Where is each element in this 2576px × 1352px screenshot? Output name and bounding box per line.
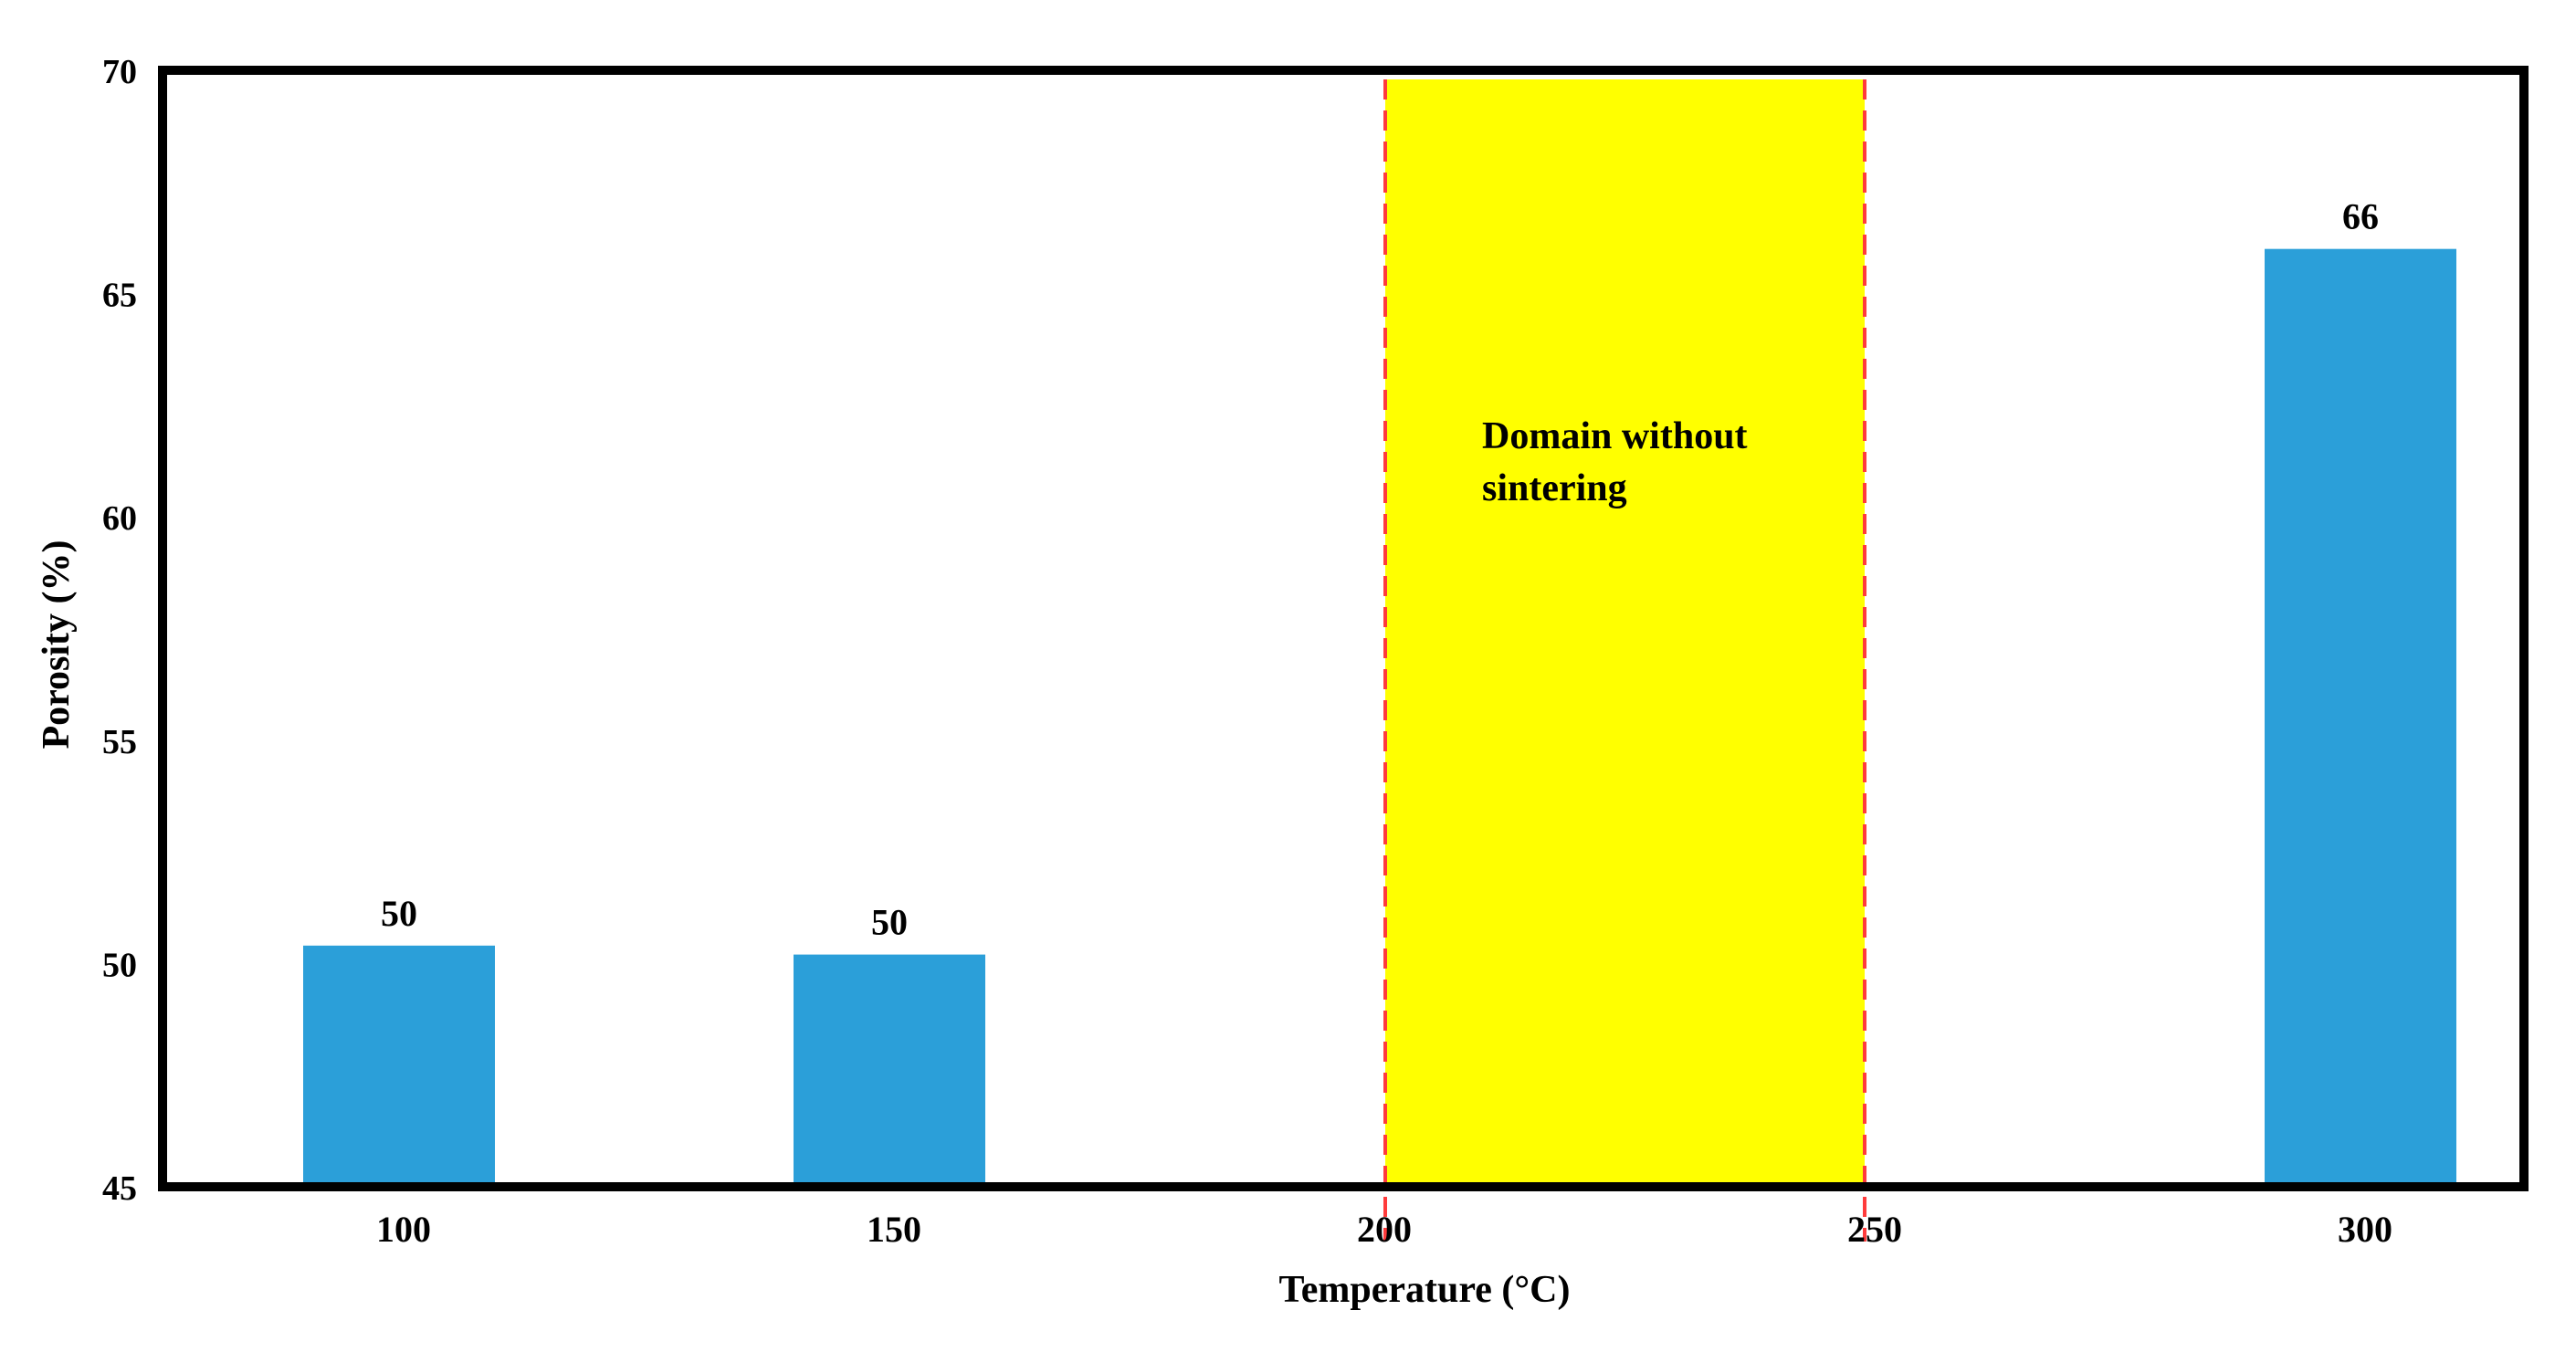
- bar-value-label: 66: [2342, 196, 2379, 237]
- x-tick-labels: 100 150 200 250 300: [376, 1209, 2392, 1250]
- y-tick-label: 70: [102, 53, 137, 91]
- plot-frame-group: [158, 66, 2529, 1191]
- bar-value-labels: 50 50 66: [381, 196, 2379, 943]
- bar-value-label: 50: [381, 893, 417, 934]
- region-label-line1: Domain without: [1482, 415, 1748, 457]
- plot-frame: [158, 66, 2529, 1191]
- y-tick-label: 50: [102, 946, 137, 984]
- bar-value-label: 50: [871, 902, 908, 943]
- x-tick-label: 150: [867, 1209, 921, 1250]
- y-tick-label: 65: [102, 277, 137, 315]
- bar: [794, 954, 985, 1187]
- bar: [303, 945, 495, 1187]
- x-tick-label: 200: [1357, 1209, 1412, 1250]
- y-tick-label: 45: [102, 1169, 137, 1208]
- x-axis-title: Temperature (°C): [1279, 1269, 1571, 1311]
- y-tick-labels: 45 50 55 60 65 70: [102, 53, 137, 1208]
- region-label-line2: sintering: [1482, 467, 1627, 509]
- x-tick-label: 300: [2338, 1209, 2392, 1250]
- no-sintering-region: [1383, 79, 1866, 1242]
- x-tick-label: 250: [1847, 1209, 1902, 1250]
- y-tick-label: 60: [102, 499, 137, 538]
- y-tick-label: 55: [102, 723, 137, 761]
- bars-group: [303, 248, 2456, 1188]
- y-axis-title: Porosity (%): [36, 540, 78, 749]
- bar: [2265, 248, 2456, 1188]
- x-tick-label: 100: [376, 1209, 431, 1250]
- region-fill: [1385, 79, 1865, 1187]
